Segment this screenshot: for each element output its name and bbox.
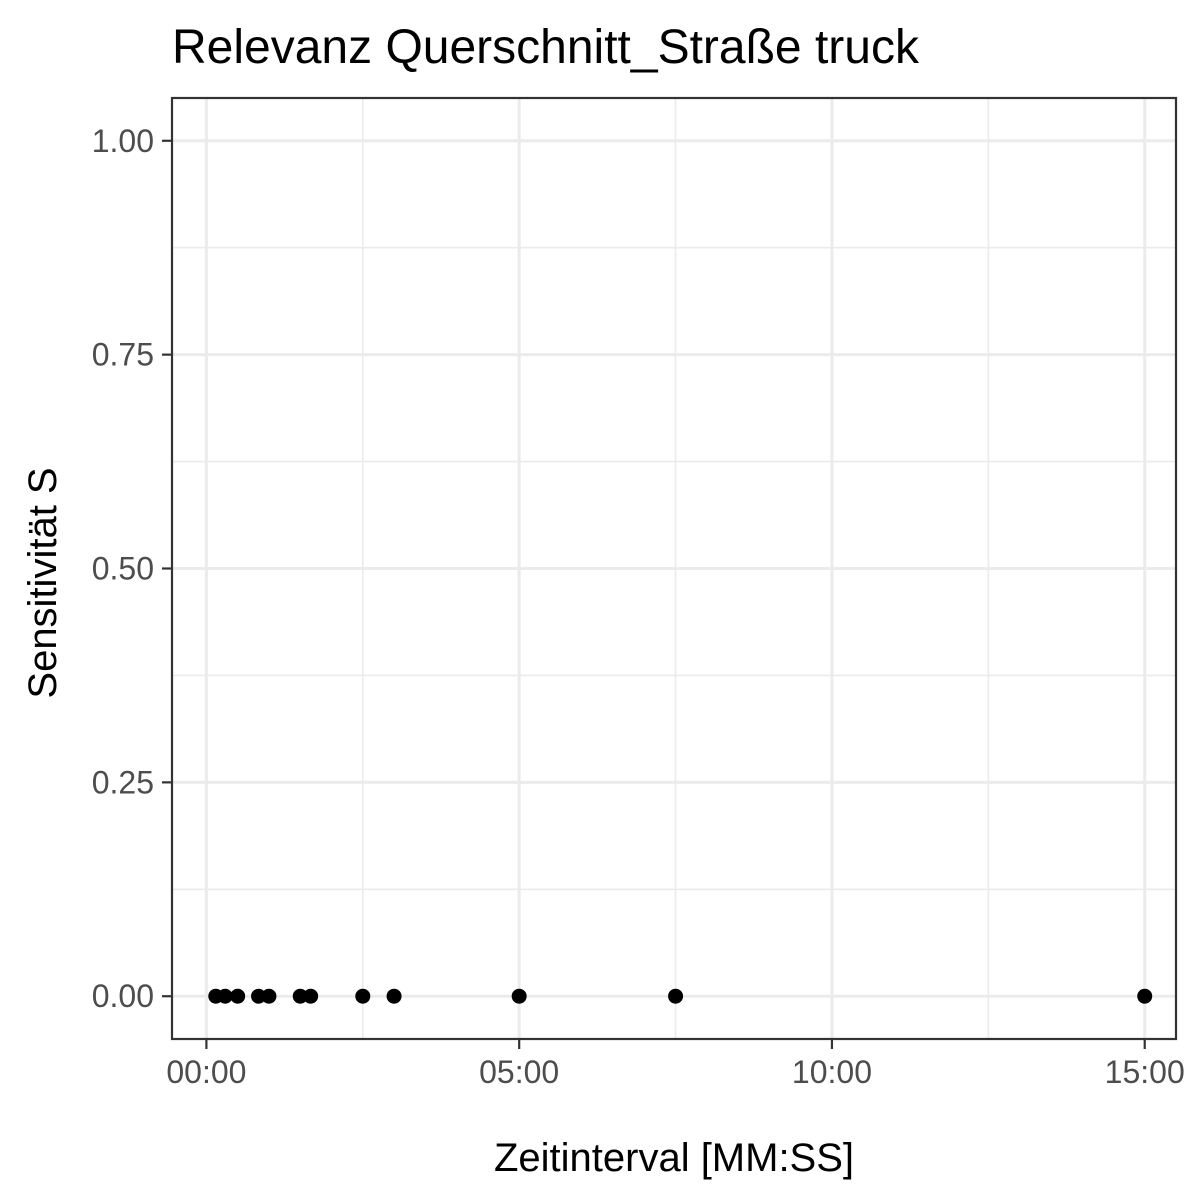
data-point <box>303 988 319 1004</box>
major-grid <box>172 98 1176 1039</box>
x-tick-label: 15:00 <box>1105 1054 1185 1090</box>
y-tick-label: 1.00 <box>92 123 154 159</box>
data-points <box>208 988 1153 1004</box>
x-tick-label: 10:00 <box>792 1054 872 1090</box>
x-axis-title: Zeitinterval [MM:SS] <box>494 1136 854 1180</box>
data-point <box>217 988 233 1004</box>
data-point <box>386 988 402 1004</box>
y-tick-label: 0.75 <box>92 337 154 373</box>
data-point <box>1137 988 1153 1004</box>
chart-title: Relevanz Querschnitt_Straße truck <box>172 21 920 74</box>
y-tick-label: 0.50 <box>92 551 154 587</box>
data-point <box>261 988 277 1004</box>
y-tick-label: 0.25 <box>92 764 154 800</box>
data-point <box>251 988 267 1004</box>
x-tick-label: 00:00 <box>166 1054 246 1090</box>
data-point <box>355 988 371 1004</box>
y-tick-label: 0.00 <box>92 978 154 1014</box>
y-axis: 0.00 0.25 0.50 0.75 1.00 <box>92 123 172 1014</box>
data-point <box>230 988 246 1004</box>
x-axis: 00:00 05:00 10:00 15:00 <box>166 1039 1185 1090</box>
x-tick-label: 05:00 <box>479 1054 559 1090</box>
data-point <box>668 988 684 1004</box>
y-axis-title: Sensitivität S <box>21 467 65 698</box>
data-point <box>511 988 527 1004</box>
data-point <box>292 988 308 1004</box>
